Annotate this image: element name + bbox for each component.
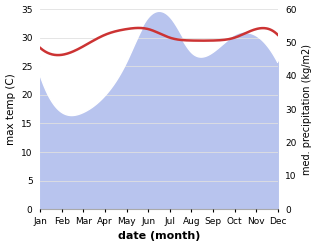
X-axis label: date (month): date (month) [118, 231, 200, 242]
Y-axis label: max temp (C): max temp (C) [5, 73, 16, 145]
Y-axis label: med. precipitation (kg/m2): med. precipitation (kg/m2) [302, 44, 313, 175]
